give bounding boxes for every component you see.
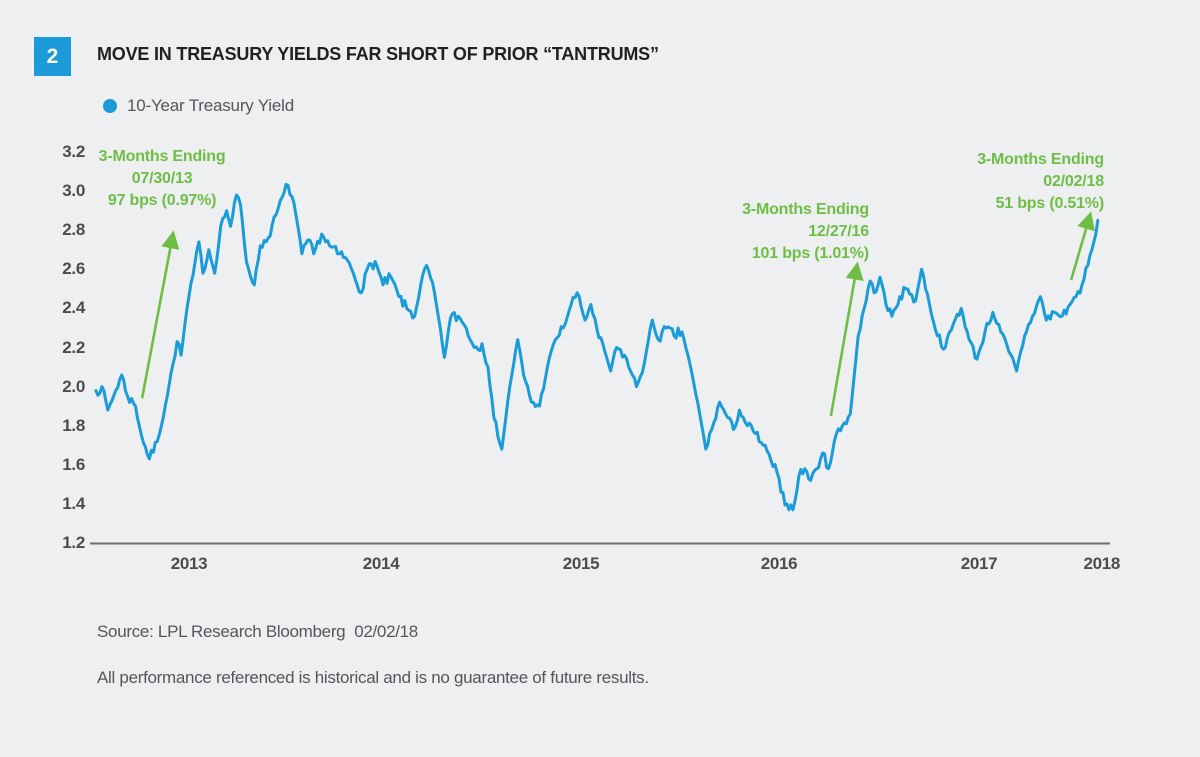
- y-tick-label: 2.0: [62, 376, 85, 396]
- y-tick-label: 2.8: [62, 220, 85, 240]
- x-tick-label: 2017: [960, 554, 998, 573]
- y-tick-label: 3.0: [62, 181, 85, 201]
- y-tick-label: 3.2: [62, 142, 85, 161]
- y-tick-label: 1.6: [62, 454, 85, 474]
- annotation-arrow: [829, 261, 864, 417]
- annotation-line: 51 bps (0.51%): [995, 195, 1105, 213]
- legend-dot-icon: [103, 99, 117, 113]
- figure-number-badge: 2: [34, 37, 71, 76]
- y-tick-label: 1.2: [62, 533, 85, 552]
- y-tick-label: 2.6: [62, 259, 85, 279]
- x-tick-label: 2016: [760, 554, 798, 573]
- annotation-line: 3-Months Ending: [98, 147, 226, 165]
- annotation-taper-tantrum-2013: 3-Months Ending 07/30/13 97 bps (0.97%): [99, 146, 226, 212]
- disclaimer-text: All performance referenced is historical…: [97, 668, 649, 687]
- legend-label: 10-Year Treasury Yield: [127, 96, 294, 115]
- annotation-line: 97 bps (0.97%): [107, 191, 217, 209]
- annotation-line: 12/27/16: [808, 222, 869, 240]
- annotation-line: 3-Months Ending: [977, 151, 1104, 169]
- figure-title: MOVE IN TREASURY YIELDS FAR SHORT OF PRI…: [97, 44, 659, 64]
- y-tick-label: 2.2: [62, 337, 85, 357]
- annotation-tantrum-2016: 3-Months Ending 12/27/16 101 bps (1.01%): [742, 199, 869, 265]
- y-tick-label: 1.8: [62, 415, 85, 435]
- y-tick-label: 2.4: [62, 298, 85, 318]
- source-text: Source: LPL Research Bloomberg 02/02/18: [97, 622, 418, 641]
- annotation-line: 3-Months Ending: [742, 200, 869, 218]
- x-tick-label: 2015: [562, 554, 600, 573]
- x-tick-label: 2013: [170, 554, 208, 573]
- x-tick-label: 2014: [362, 554, 400, 573]
- chart-legend: 10-Year Treasury Yield: [103, 96, 294, 116]
- annotation-line: 07/30/13: [131, 169, 193, 187]
- annotation-line: 101 bps (1.01%): [751, 244, 869, 262]
- y-tick-label: 1.4: [62, 493, 85, 513]
- annotation-arrows: [140, 211, 1095, 417]
- annotation-move-2018: 3-Months Ending 02/02/18 51 bps (0.51%): [977, 149, 1104, 215]
- x-tick-label: 2018: [1083, 554, 1121, 573]
- annotation-line: 02/02/18: [1043, 173, 1104, 191]
- figure-number: 2: [46, 44, 59, 68]
- yield-line-series: [94, 183, 1100, 512]
- annotation-arrow: [140, 230, 180, 399]
- annotation-arrow: [1069, 211, 1095, 281]
